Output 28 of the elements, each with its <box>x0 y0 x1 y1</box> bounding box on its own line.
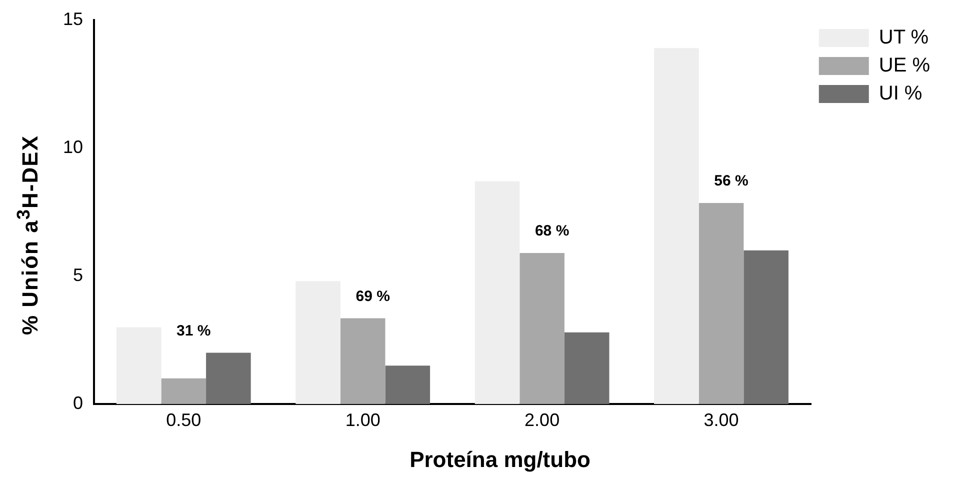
x-tick-label: 3.00 <box>704 410 739 430</box>
y-tick-label: 5 <box>73 264 84 285</box>
x-tick-label: 1.00 <box>345 410 380 430</box>
x-tick-label: 0.50 <box>166 410 202 430</box>
y-tick-label: 15 <box>62 8 84 29</box>
y-tick-label: 10 <box>62 136 84 157</box>
bar <box>340 318 386 404</box>
bar <box>744 250 788 404</box>
bar <box>385 366 430 404</box>
bar <box>654 48 699 404</box>
bar <box>698 203 744 404</box>
legend-label: UT % <box>878 26 929 49</box>
bar <box>474 181 520 404</box>
x-axis-title: Proteína mg/tubo <box>410 446 590 472</box>
x-tick-label: 2.00 <box>524 410 560 430</box>
annotation: 56 % <box>714 172 748 190</box>
bar <box>161 378 206 404</box>
bar <box>116 327 162 404</box>
y-tick-label: 0 <box>73 392 84 413</box>
bar <box>296 281 340 404</box>
bar <box>520 252 564 404</box>
legend-label: UE % <box>878 54 930 77</box>
bar <box>206 352 251 404</box>
annotation: 69 % <box>356 288 390 305</box>
legend-label: UI % <box>878 82 922 105</box>
annotation: 68 % <box>534 222 570 240</box>
annotation: 31 % <box>176 322 211 340</box>
bar <box>564 332 610 404</box>
